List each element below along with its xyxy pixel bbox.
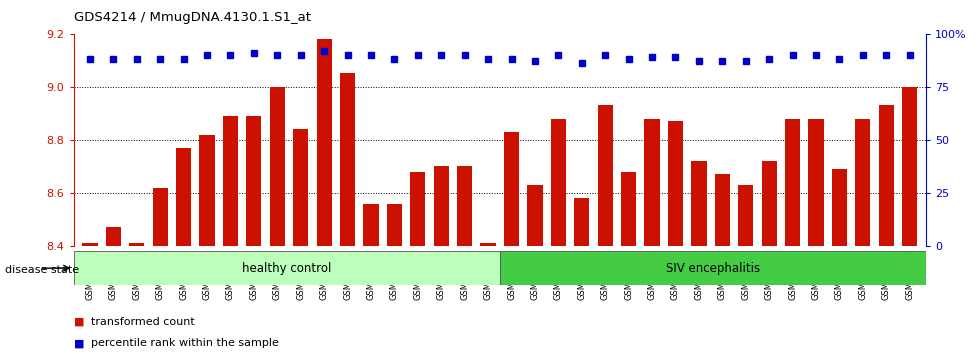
- Bar: [574, 198, 589, 246]
- Bar: [129, 244, 144, 246]
- Text: GDS4214 / MmugDNA.4130.1.S1_at: GDS4214 / MmugDNA.4130.1.S1_at: [74, 11, 311, 24]
- Bar: [411, 172, 425, 246]
- Bar: [714, 175, 730, 246]
- Bar: [832, 169, 847, 246]
- Bar: [856, 119, 870, 246]
- Bar: [879, 105, 894, 246]
- Bar: [527, 185, 543, 246]
- Bar: [504, 132, 519, 246]
- Text: disease state: disease state: [5, 265, 79, 275]
- Bar: [621, 172, 636, 246]
- Bar: [551, 119, 566, 246]
- Text: ■: ■: [74, 338, 84, 348]
- Bar: [598, 105, 612, 246]
- Bar: [691, 161, 707, 246]
- Bar: [457, 166, 472, 246]
- Bar: [270, 87, 285, 246]
- Bar: [176, 148, 191, 246]
- Bar: [761, 161, 777, 246]
- Bar: [222, 116, 238, 246]
- Bar: [903, 87, 917, 246]
- Bar: [667, 121, 683, 246]
- Bar: [387, 204, 402, 246]
- Bar: [74, 251, 500, 285]
- Bar: [317, 39, 332, 246]
- Bar: [340, 73, 355, 246]
- Bar: [738, 185, 754, 246]
- Bar: [106, 228, 121, 246]
- Bar: [500, 251, 926, 285]
- Bar: [82, 244, 97, 246]
- Bar: [433, 166, 449, 246]
- Bar: [645, 119, 660, 246]
- Bar: [199, 135, 215, 246]
- Text: SIV encephalitis: SIV encephalitis: [665, 262, 760, 275]
- Bar: [808, 119, 823, 246]
- Bar: [246, 116, 262, 246]
- Text: ■: ■: [74, 317, 84, 327]
- Text: percentile rank within the sample: percentile rank within the sample: [91, 338, 279, 348]
- Bar: [293, 129, 309, 246]
- Bar: [480, 244, 496, 246]
- Bar: [785, 119, 801, 246]
- Bar: [153, 188, 168, 246]
- Bar: [364, 204, 378, 246]
- Text: healthy control: healthy control: [242, 262, 331, 275]
- Text: transformed count: transformed count: [91, 317, 195, 327]
